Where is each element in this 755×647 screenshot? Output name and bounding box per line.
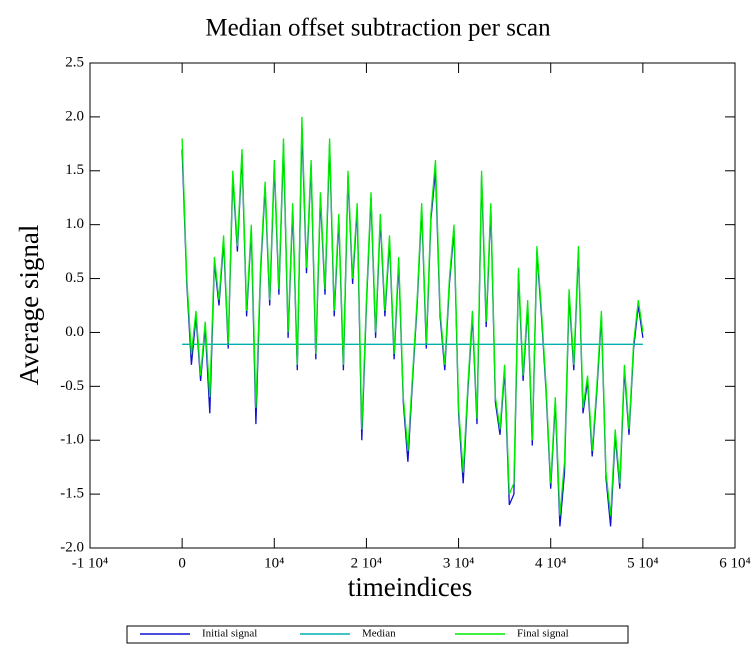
- x-tick-label: -1 10⁴: [72, 555, 108, 571]
- x-tick-label: 4 10⁴: [535, 555, 566, 571]
- y-tick-label: -0.5: [60, 378, 84, 394]
- y-tick-label: 1.0: [65, 216, 84, 232]
- chart-title: Median offset subtraction per scan: [205, 15, 551, 42]
- legend-label: Initial signal: [202, 628, 257, 640]
- y-axis-label: Average signal: [14, 225, 44, 386]
- x-tick-label: 2 10⁴: [351, 555, 382, 571]
- legend-label: Median: [362, 628, 396, 640]
- x-axis-label: timeindices: [348, 572, 472, 602]
- x-tick-label: 6 10⁴: [719, 555, 750, 571]
- y-tick-label: 2.0: [65, 108, 84, 124]
- x-tick-label: 3 10⁴: [443, 555, 474, 571]
- y-tick-label: 0.5: [65, 270, 84, 286]
- x-tick-label: 10⁴: [264, 555, 284, 571]
- series-line: [181, 127, 644, 527]
- y-tick-label: 2.5: [65, 54, 84, 70]
- y-tick-label: -1.5: [60, 486, 84, 502]
- series-line: [181, 116, 644, 516]
- legend-label: Final signal: [517, 628, 569, 640]
- x-tick-label: 0: [178, 555, 186, 571]
- y-tick-label: -1.0: [60, 432, 84, 448]
- x-tick-label: 5 10⁴: [627, 555, 658, 571]
- y-tick-label: -2.0: [60, 539, 84, 555]
- plot-frame: [89, 62, 736, 549]
- y-tick-label: 1.5: [65, 162, 84, 178]
- legend-box: [126, 625, 629, 644]
- y-tick-label: 0.0: [65, 324, 84, 340]
